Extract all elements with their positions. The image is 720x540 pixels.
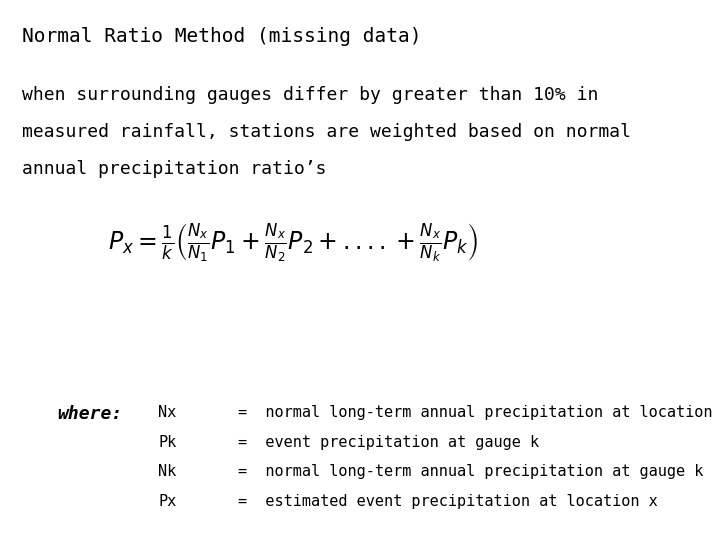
Text: measured rainfall, stations are weighted based on normal: measured rainfall, stations are weighted… [22, 123, 631, 141]
Text: Nk: Nk [158, 464, 176, 480]
Text: Pk: Pk [158, 435, 176, 450]
Text: Px: Px [158, 494, 176, 509]
Text: where:: where: [58, 405, 123, 423]
Text: $P_x = \frac{1}{k}\left(\frac{N_x}{N_1}P_1 + \frac{N_x}{N_2}P_2 + ....+\frac{N_x: $P_x = \frac{1}{k}\left(\frac{N_x}{N_1}P… [108, 221, 479, 265]
Text: =  event precipitation at gauge k: = event precipitation at gauge k [238, 435, 539, 450]
Text: when surrounding gauges differ by greater than 10% in: when surrounding gauges differ by greate… [22, 86, 598, 104]
Text: Nx: Nx [158, 405, 176, 420]
Text: annual precipitation ratio’s: annual precipitation ratio’s [22, 160, 326, 178]
Text: Normal Ratio Method (missing data): Normal Ratio Method (missing data) [22, 27, 421, 46]
Text: =  estimated event precipitation at location x: = estimated event precipitation at locat… [238, 494, 657, 509]
Text: =  normal long-term annual precipitation at gauge k: = normal long-term annual precipitation … [238, 464, 703, 480]
Text: =  normal long-term annual precipitation at location x: = normal long-term annual precipitation … [238, 405, 720, 420]
